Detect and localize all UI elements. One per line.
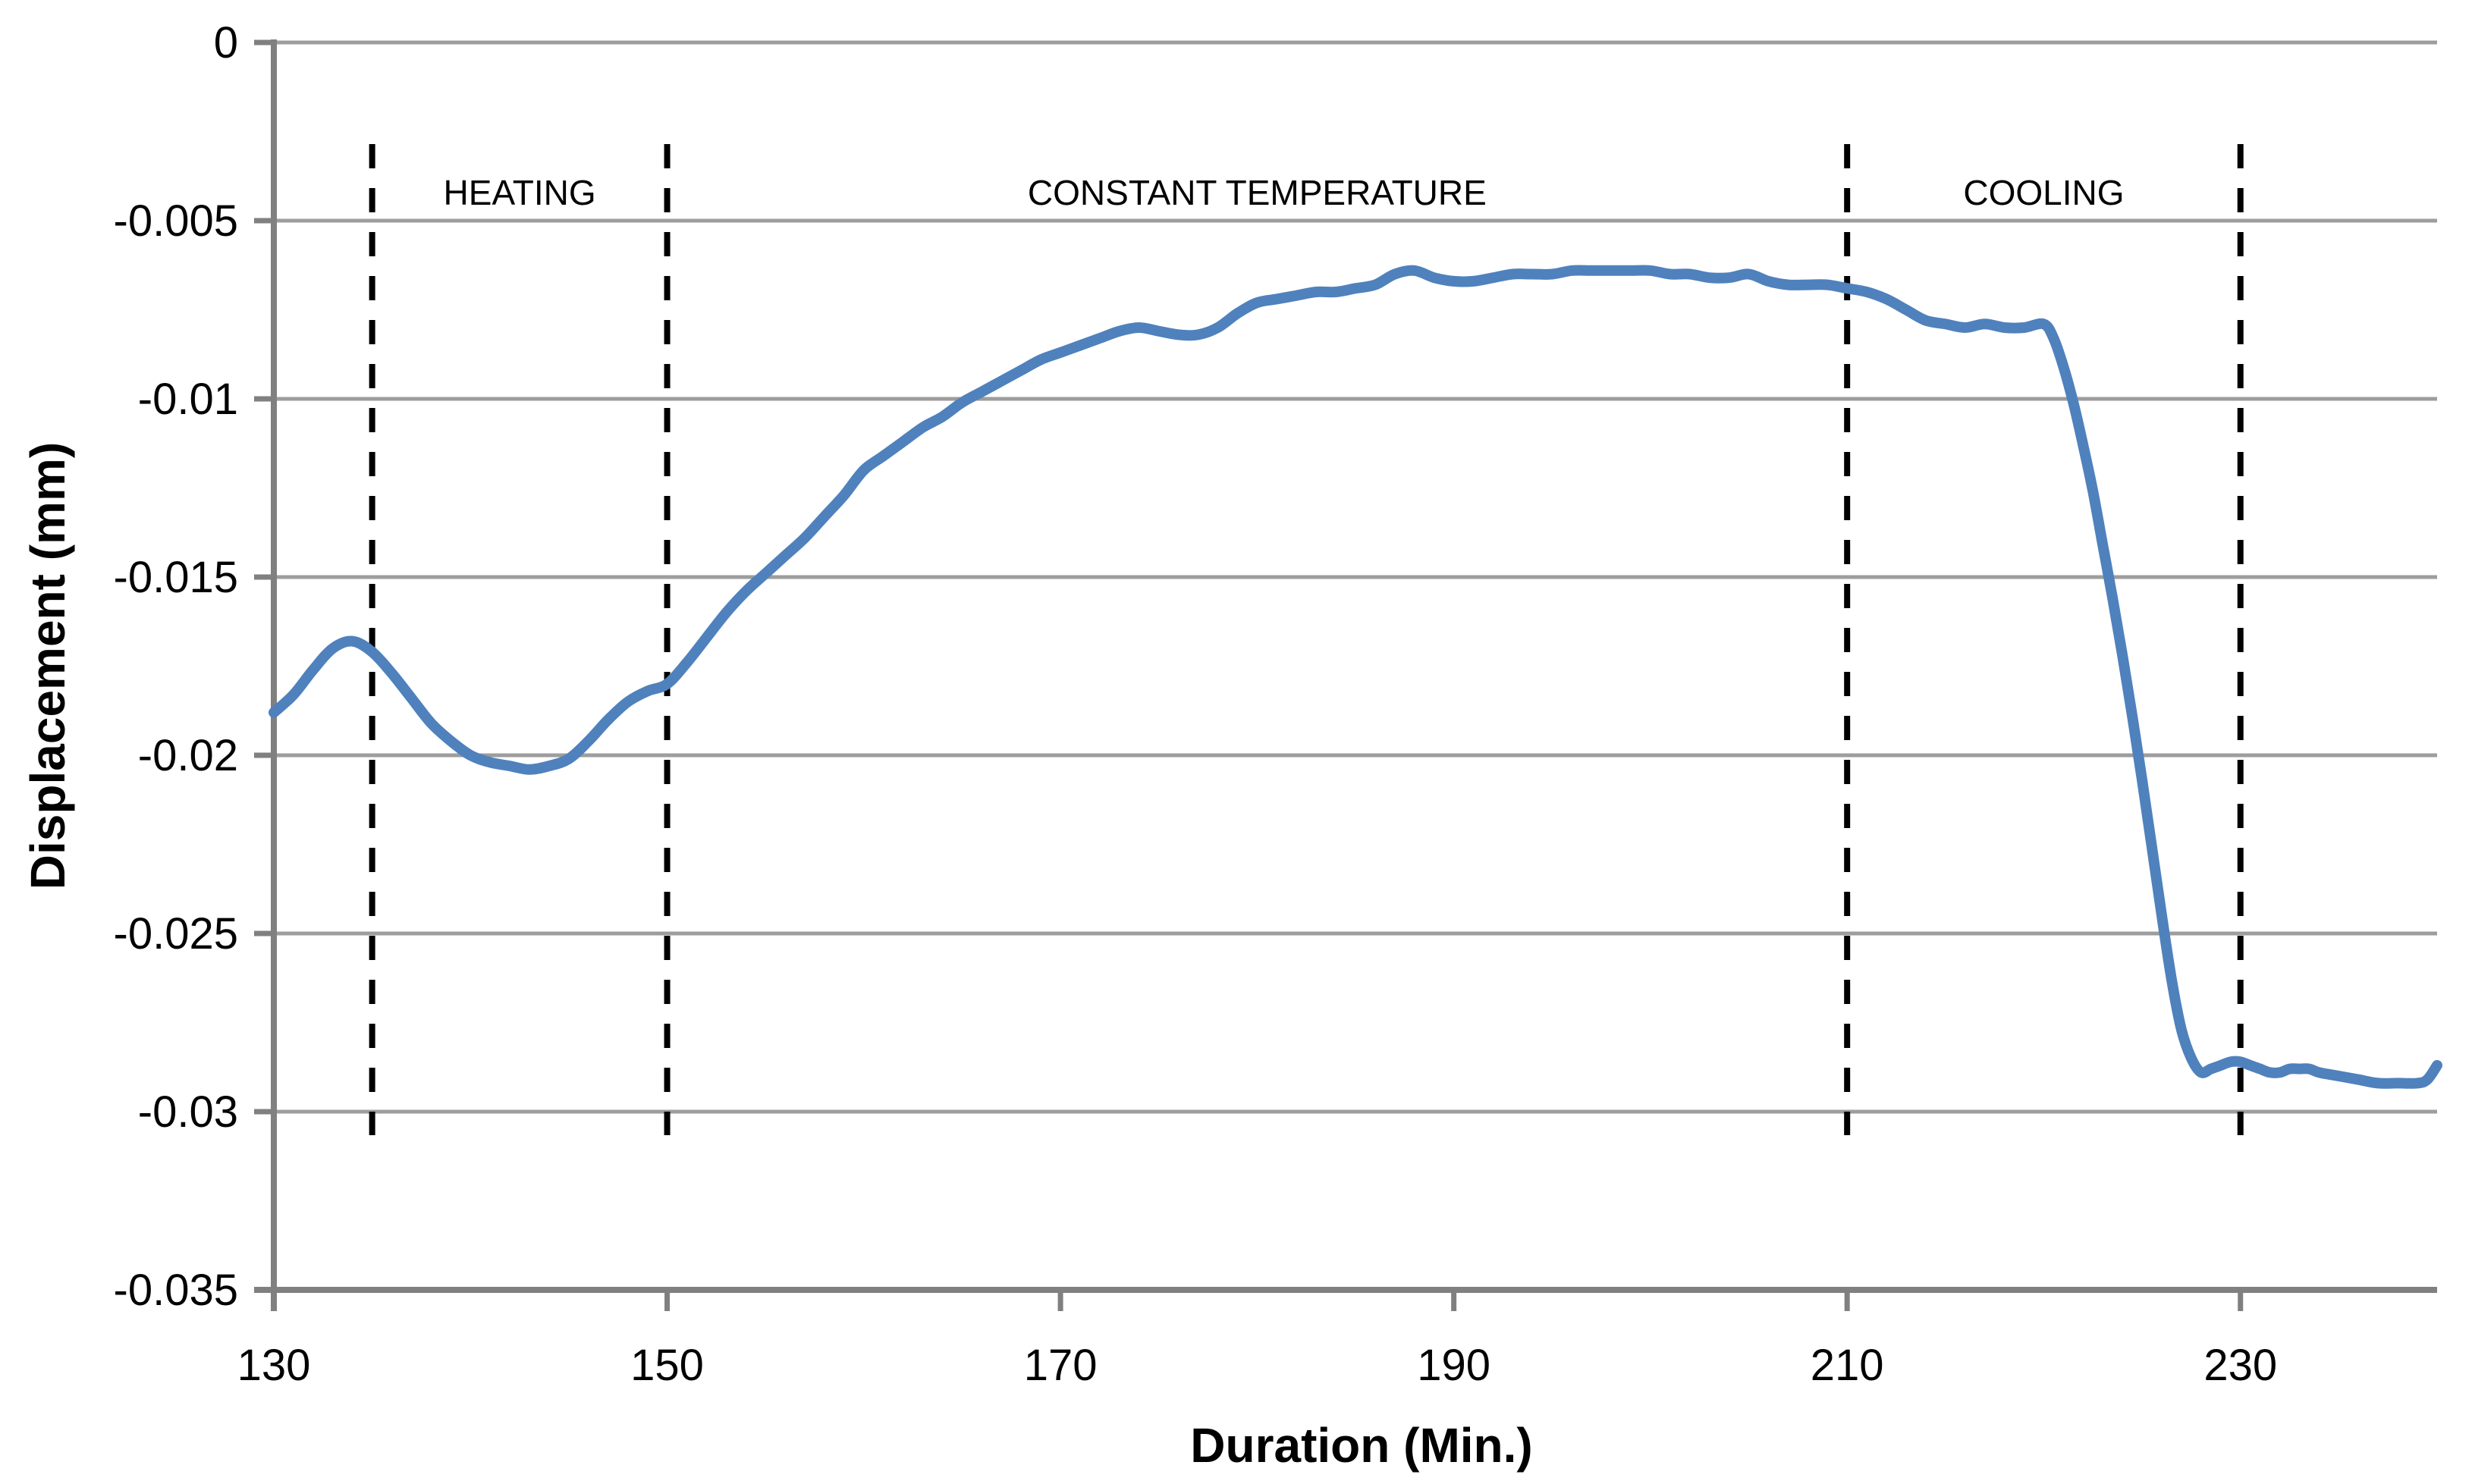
y-axis-title: Displacement (mm) [20, 442, 75, 889]
x-tick-labels: 130 150 170 190 210 230 [237, 1341, 2278, 1390]
axis-ticks [254, 39, 2244, 1311]
x-tick-label: 170 [1024, 1341, 1098, 1390]
region-label: CONSTANT TEMPERATURE [1028, 173, 1487, 212]
x-tick-label: 230 [2203, 1341, 2277, 1390]
region-boundary-dashed-lines [369, 144, 2244, 1135]
y-tick-labels: 0 -0.005 -0.01 -0.015 -0.02 -0.025 -0.03 -0.035 [114, 18, 238, 1315]
gridlines [274, 40, 2437, 1114]
y-tick-label: -0.005 [114, 196, 238, 246]
y-tick-label: -0.025 [114, 909, 238, 958]
region-labels: HEATING CONSTANT TEMPERATURE COOLING [444, 173, 2125, 212]
y-tick-label: 0 [214, 18, 238, 67]
x-tick-label: 150 [630, 1341, 704, 1390]
region-label: COOLING [1963, 173, 2124, 212]
displacement-curve [269, 265, 2442, 1089]
x-tick-label: 130 [237, 1341, 311, 1390]
y-tick-label: -0.01 [138, 375, 238, 424]
y-tick-label: -0.03 [138, 1087, 238, 1137]
y-tick-label: -0.035 [114, 1266, 238, 1315]
region-label: HEATING [444, 173, 596, 212]
x-tick-label: 190 [1417, 1341, 1490, 1390]
x-tick-label: 210 [1811, 1341, 1884, 1390]
y-tick-label: -0.02 [138, 731, 238, 780]
y-tick-label: -0.015 [114, 553, 238, 602]
x-axis-title: Duration (Min.) [1190, 1418, 1532, 1473]
